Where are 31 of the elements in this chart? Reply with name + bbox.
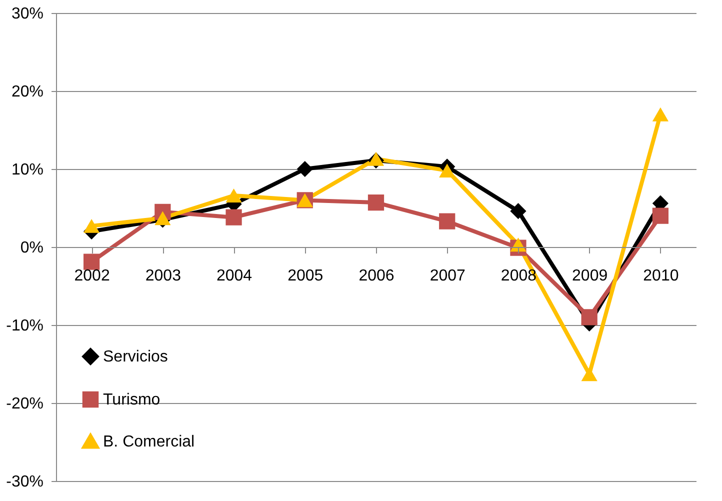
x-tick-label: 2009 — [572, 268, 608, 284]
point — [83, 254, 100, 270]
legend-label: B. Comercial — [103, 434, 195, 450]
point — [439, 164, 456, 178]
point — [652, 107, 669, 122]
point — [510, 203, 526, 220]
y-tick-label: -20% — [6, 396, 44, 412]
point — [368, 194, 384, 211]
x-tick-label: 2005 — [288, 268, 324, 284]
y-tick-label: 10% — [11, 162, 44, 178]
x-tick-label: 2007 — [430, 268, 466, 284]
point — [226, 209, 242, 226]
y-tick-label: 0% — [20, 240, 44, 256]
point — [439, 213, 456, 230]
point — [652, 208, 669, 224]
y-tick-label: -30% — [6, 474, 44, 490]
x-tick-label: 2010 — [643, 268, 679, 284]
point — [296, 160, 313, 178]
point — [226, 188, 242, 202]
x-tick-label: 2006 — [358, 268, 394, 284]
legend-label: Turismo — [103, 392, 160, 408]
y-tick-label: 30% — [11, 6, 44, 22]
y-tick-label: -10% — [6, 318, 44, 334]
y-tick-label: 20% — [11, 84, 44, 100]
x-tick-label: 2003 — [145, 268, 182, 284]
point — [581, 367, 598, 382]
x-tick-label: 2002 — [74, 268, 110, 284]
point — [581, 309, 598, 326]
legend-label: Servicios — [103, 348, 168, 366]
point — [83, 218, 100, 233]
x-tick-label: 2004 — [216, 268, 252, 284]
